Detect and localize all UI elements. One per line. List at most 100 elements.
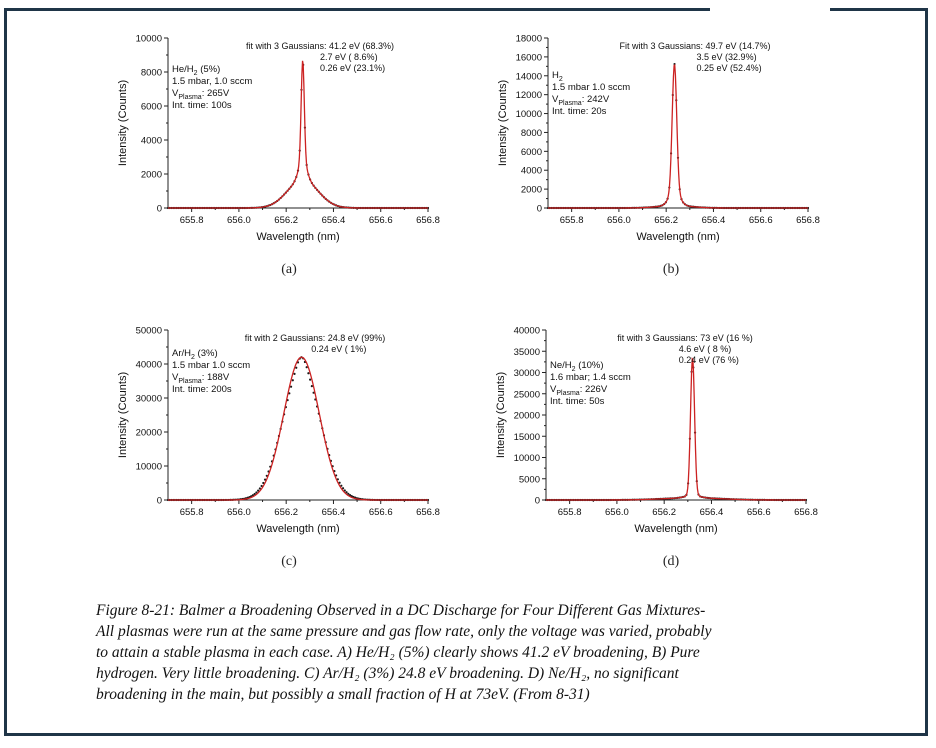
x-tick-label: 656.2: [274, 215, 298, 226]
x-tick-label: 656.8: [416, 215, 440, 226]
data-point: [289, 385, 293, 388]
y-tick-label: 40000: [136, 360, 162, 371]
x-tick-label: 656.0: [605, 507, 629, 518]
data-point: [307, 372, 310, 375]
y-tick-label: 10000: [136, 462, 162, 473]
chart-panel-b: 0 2000 4000 6000 8000 10000 12000 14000 16000 180…: [497, 34, 820, 244]
fit-annotation: 0.26 eV (23.1%): [320, 63, 385, 73]
y-axis-label: Intensity (Counts): [117, 80, 129, 166]
data-point: [291, 379, 294, 382]
x-tick-label: 656.6: [369, 507, 393, 518]
sample-int-time: Int. time: 50s: [550, 396, 605, 407]
y-tick-label: 8000: [141, 68, 162, 79]
y-axis-label: Intensity (Counts): [117, 372, 129, 458]
fit-curve: [546, 357, 806, 501]
fit-annotation: 0.25 eV (52.4%): [697, 63, 762, 73]
sample-conditions: 1.5 mbar, 1.0 sccm: [172, 76, 252, 87]
x-tick-label: 655.8: [180, 507, 204, 518]
sample-voltage: VPlasma: 226V: [550, 384, 608, 397]
data-point: [253, 492, 256, 496]
y-tick-label: 30000: [136, 394, 162, 405]
data-point: [312, 391, 315, 394]
x-tick-label: 656.0: [227, 215, 251, 226]
y-tick-label: 40000: [514, 326, 540, 337]
y-tick-label: 0: [535, 496, 540, 507]
y-tick-label: 18000: [516, 34, 542, 45]
y-tick-label: 0: [157, 204, 162, 215]
y-tick-label: 4000: [521, 166, 542, 177]
fit-annotation: 3.5 eV (32.9%): [697, 52, 757, 62]
x-tick-label: 656.4: [700, 507, 724, 518]
y-tick-label: 14000: [516, 71, 542, 82]
y-tick-label: 10000: [516, 109, 542, 120]
x-tick-label: 656.0: [227, 507, 251, 518]
fit-annotation: 4.6 eV ( 8 %): [679, 344, 732, 354]
sample-int-time: Int. time: 100s: [172, 100, 232, 111]
y-tick-label: 25000: [514, 389, 540, 400]
fit-annotation: fit with 3 Gaussians: 41.2 eV (68.3%): [246, 41, 394, 51]
y-axis-label: Intensity (Counts): [497, 80, 509, 166]
fit-curve: [168, 60, 428, 209]
x-tick-label: 656.2: [652, 507, 676, 518]
fit-curve: [548, 63, 808, 209]
chart-panel-a: 0 2000 4000 6000 8000 10000 655.8 656.0 656.2 656…: [117, 34, 440, 244]
data-point: [340, 484, 343, 487]
x-tick-label: 655.8: [560, 215, 584, 226]
x-tick-label: 655.8: [180, 215, 204, 226]
y-tick-label: 0: [157, 496, 162, 507]
sample-gas: He/H2 (5%): [172, 64, 220, 77]
caption-line: broadening in the main, but possibly a s…: [96, 686, 590, 703]
sample-conditions: 1.5 mbar 1.0 sccm: [552, 82, 630, 93]
y-tick-label: 2000: [521, 185, 542, 196]
y-tick-label: 6000: [521, 147, 542, 158]
fit-annotation: fit with 2 Gaussians: 24.8 eV (99%): [245, 333, 386, 343]
data-point: [255, 491, 258, 494]
chart-panel-c: 0 10000 20000 30000 40000 50000 655.8 656.0 656.…: [117, 326, 440, 536]
y-tick-label: 12000: [516, 90, 542, 101]
x-tick-label: 656.0: [607, 215, 631, 226]
sample-gas: Ar/H2 (3%): [172, 348, 218, 361]
x-tick-label: 656.8: [416, 507, 440, 518]
data-point: [305, 366, 308, 369]
fit-curve: [168, 356, 428, 501]
data-point: [343, 489, 346, 492]
y-tick-label: 10000: [514, 453, 540, 464]
sample-voltage: VPlasma: 242V: [552, 94, 610, 107]
sample-int-time: Int. time: 200s: [172, 384, 232, 395]
y-tick-label: 10000: [136, 34, 162, 45]
x-tick-label: 656.6: [749, 215, 773, 226]
x-tick-label: 655.8: [558, 507, 582, 518]
x-tick-label: 656.4: [702, 215, 726, 226]
x-axis-label: Wavelength (nm): [256, 523, 339, 535]
sample-voltage: VPlasma: 188V: [172, 372, 230, 385]
caption-line: to attain a stable plasma in each case. …: [96, 644, 700, 661]
caption-line: hydrogen. Very little broadening. C) Ar/…: [96, 665, 679, 682]
y-tick-label: 35000: [514, 347, 540, 358]
y-tick-label: 20000: [514, 411, 540, 422]
data-point: [262, 481, 265, 485]
sample-int-time: Int. time: 20s: [552, 106, 607, 117]
y-tick-label: 5000: [519, 474, 540, 485]
data-point: [293, 372, 296, 375]
data-point: [257, 489, 260, 492]
y-tick-label: 30000: [514, 368, 540, 379]
sample-gas: H2: [552, 70, 563, 83]
y-tick-label: 0: [537, 204, 542, 215]
x-tick-label: 656.2: [274, 507, 298, 518]
data-point: [260, 484, 263, 488]
caption-line: Figure 8-21: Balmer a Broadening Observe…: [96, 602, 706, 619]
x-tick-label: 656.2: [654, 215, 678, 226]
x-axis-label: Wavelength (nm): [256, 231, 339, 243]
y-tick-label: 50000: [136, 326, 162, 337]
y-axis-label: Intensity (Counts): [495, 372, 507, 458]
y-tick-label: 2000: [141, 170, 162, 181]
sample-conditions: 1.5 mbar 1.0 sccm: [172, 360, 250, 371]
fit-annotation: 0.24 eV ( 1%): [311, 344, 366, 354]
data-point: [338, 481, 341, 484]
sample-voltage: VPlasma: 265V: [172, 88, 230, 101]
fit-annotation: 0.24 eV (76 %): [679, 355, 739, 365]
y-tick-label: 8000: [521, 128, 542, 139]
fit-annotation: fit with 3 Gaussians: 73 eV (16 %): [617, 333, 753, 343]
panel-label-c: (c): [281, 554, 297, 569]
x-axis-label: Wavelength (nm): [634, 523, 717, 535]
